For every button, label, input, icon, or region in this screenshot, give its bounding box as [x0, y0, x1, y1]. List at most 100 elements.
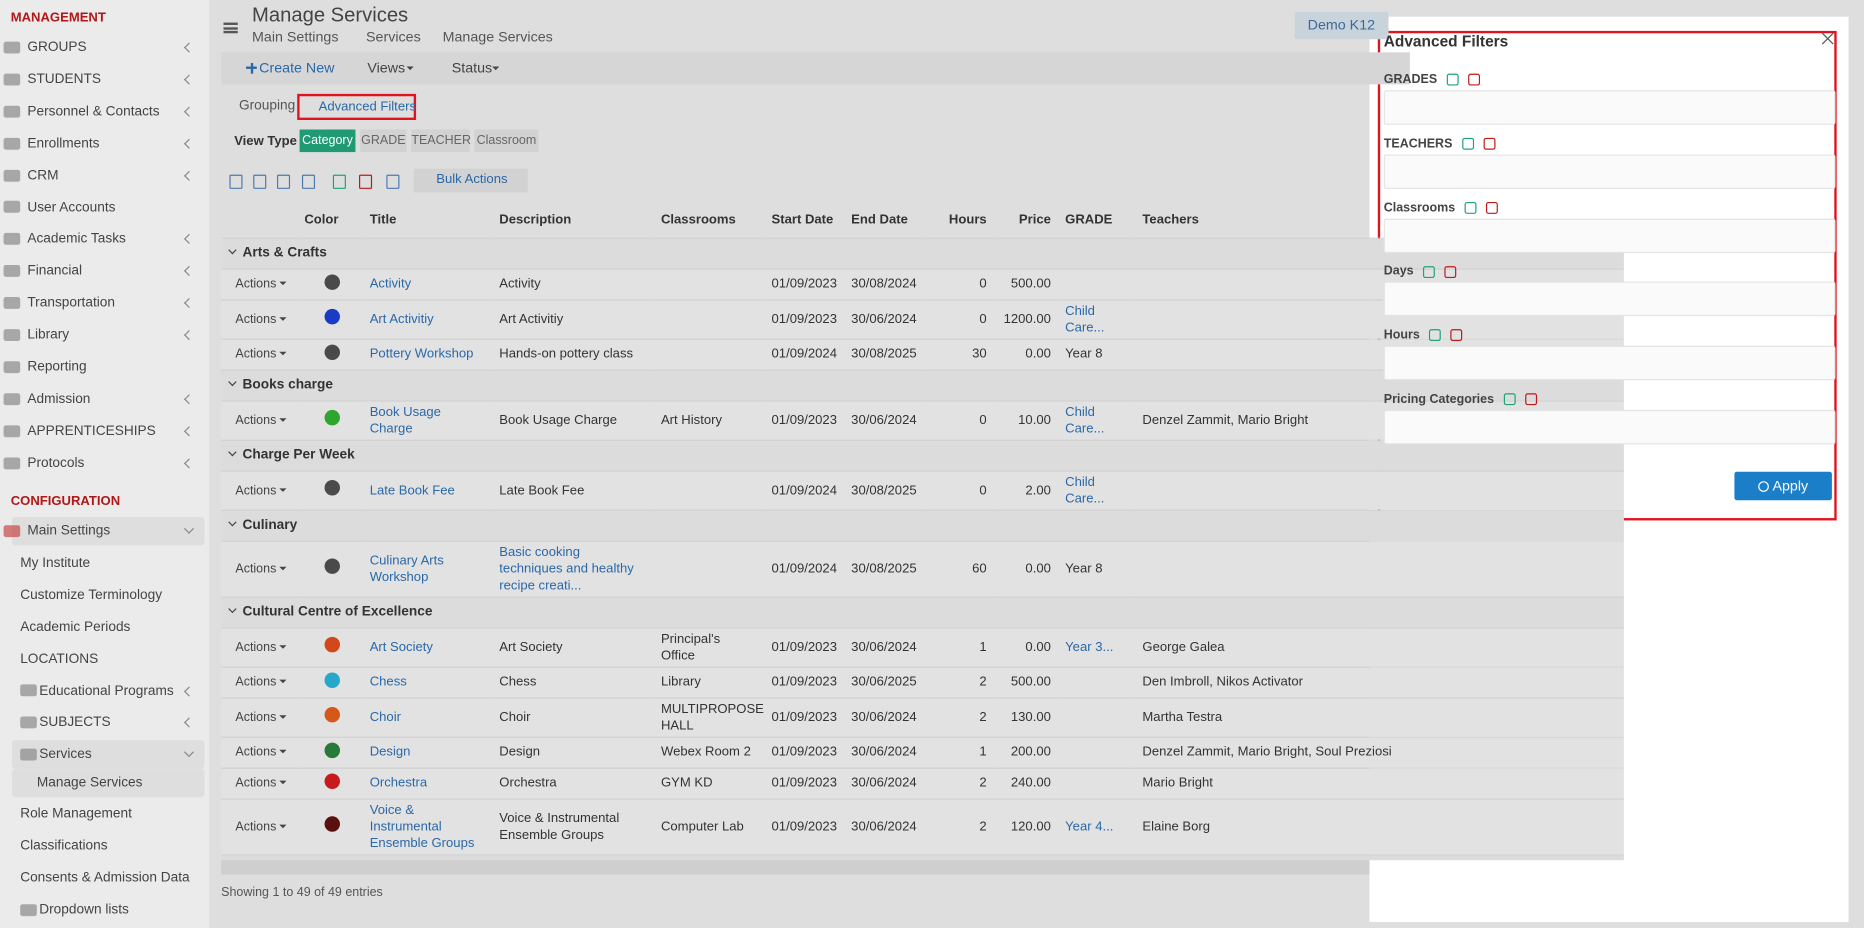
description[interactable]: Basic cooking techniques and healthy rec… [499, 544, 634, 593]
title[interactable]: Art Activitiy [369, 311, 434, 327]
title[interactable]: Book Usage Charge [369, 404, 441, 436]
toolbar-icon[interactable] [332, 174, 346, 189]
nav-item[interactable]: Main Settings [3, 516, 205, 546]
actions-dropdown[interactable]: Actions [235, 346, 277, 362]
grade[interactable]: Child Care... [1065, 303, 1105, 335]
deselect-all[interactable] [1468, 73, 1480, 86]
select-all[interactable] [1503, 393, 1516, 406]
nav-item[interactable]: GROUPS [0, 33, 204, 62]
toolbar-icon[interactable] [229, 174, 243, 189]
account-button[interactable]: Demo K12 [1294, 11, 1389, 40]
select-all[interactable] [1429, 329, 1442, 342]
actions-dropdown[interactable]: Actions [235, 775, 277, 791]
toolbar-icon[interactable] [386, 174, 400, 189]
actions-dropdown[interactable]: Actions [235, 276, 277, 292]
breadcrumb[interactable]: Services [366, 28, 421, 46]
title[interactable]: Choir [369, 709, 401, 725]
select-all[interactable] [1423, 265, 1435, 278]
view-type-option[interactable]: Category [299, 129, 356, 153]
grade[interactable]: Child Care... [1065, 404, 1105, 436]
toolbar-icon[interactable] [359, 174, 373, 189]
filter-input[interactable] [1383, 282, 1836, 317]
column-header[interactable]: Start Date [771, 212, 834, 227]
deselect-all[interactable] [1486, 201, 1498, 214]
nav-item[interactable]: Enrollments [0, 129, 204, 158]
deselect-all[interactable] [1444, 265, 1457, 278]
actions-dropdown[interactable]: Actions [235, 483, 277, 498]
column-header[interactable]: End Date [851, 212, 908, 227]
bulk-actions-button[interactable]: Bulk Actions [436, 172, 508, 187]
create-button[interactable]: Create New [259, 59, 335, 77]
view-type-option[interactable]: TEACHER [411, 129, 471, 153]
title[interactable]: Design [369, 745, 411, 760]
title[interactable]: Activity [369, 276, 412, 292]
title[interactable]: Culinary Arts Workshop [369, 553, 444, 585]
nav-item[interactable]: Transportation [0, 289, 204, 318]
group-row[interactable]: Culinary [221, 509, 1624, 541]
nav-item[interactable]: Dropdown lists [0, 896, 204, 925]
nav-item[interactable]: STUDENTS [0, 65, 204, 94]
nav-item[interactable]: Consents & Admission Data [0, 864, 204, 893]
toolbar-icon[interactable] [276, 174, 291, 189]
filter-input[interactable] [1383, 345, 1836, 381]
column-header[interactable]: Description [499, 212, 572, 227]
filter-input[interactable] [1383, 409, 1836, 445]
nav-item[interactable]: APPRENTICESHIPS [0, 417, 204, 446]
nav-item[interactable]: Financial [0, 257, 204, 286]
group-row[interactable]: Cultural Centre of Excellence [221, 595, 1624, 628]
view-type-option[interactable]: GRADE [360, 129, 407, 153]
nav-item[interactable]: Protocols [0, 449, 204, 478]
nav-item[interactable]: Library [0, 321, 204, 350]
nav-item[interactable]: Customize Terminology [0, 581, 204, 610]
actions-dropdown[interactable]: Actions [235, 311, 277, 327]
nav-item[interactable]: My Institute [0, 549, 204, 578]
nav-item[interactable]: CRM [0, 161, 204, 190]
column-header[interactable]: Color [304, 212, 339, 227]
grade[interactable]: Year 4... [1065, 819, 1114, 834]
toolbar-icon[interactable] [253, 174, 267, 189]
views-button[interactable]: Views [367, 59, 406, 77]
title[interactable]: Art Society [369, 639, 433, 655]
nav-item[interactable]: SUBJECTS [0, 709, 204, 738]
column-header[interactable]: Price [1018, 212, 1051, 227]
group-row[interactable]: Engineering [221, 853, 1624, 861]
nav-item[interactable]: Manage Services [11, 769, 205, 798]
select-all[interactable] [1446, 73, 1459, 86]
nav-item[interactable]: Services [11, 740, 205, 770]
nav-item[interactable]: Admission [0, 385, 204, 414]
nav-item[interactable]: User Accounts [0, 193, 204, 222]
title[interactable]: Late Book Fee [369, 483, 455, 498]
nav-item[interactable]: Educational Programs [0, 677, 204, 706]
column-header[interactable]: Hours [948, 212, 987, 227]
toolbar-icon[interactable] [301, 174, 316, 189]
menu-icon[interactable] [223, 22, 238, 34]
title[interactable]: Voice & Instrumental Ensemble Groups [369, 802, 475, 851]
deselect-all[interactable] [1483, 137, 1496, 150]
deselect-all[interactable] [1450, 329, 1463, 342]
title[interactable]: Chess [369, 674, 407, 690]
nav-item[interactable]: Academic Tasks [0, 225, 204, 254]
column-header[interactable]: Classrooms [660, 212, 736, 227]
column-header[interactable]: Teachers [1142, 212, 1199, 227]
apply-button[interactable]: Apply [1734, 471, 1832, 501]
title[interactable]: Orchestra [369, 775, 428, 791]
select-all[interactable] [1464, 201, 1477, 214]
deselect-all[interactable] [1524, 393, 1537, 406]
column-header[interactable]: Title [369, 212, 397, 227]
advanced-filters-tab[interactable]: Advanced Filters [318, 99, 416, 115]
title[interactable]: Pottery Workshop [369, 346, 474, 362]
actions-dropdown[interactable]: Actions [235, 412, 277, 428]
actions-dropdown[interactable]: Actions [235, 709, 277, 725]
actions-dropdown[interactable]: Actions [235, 639, 277, 655]
filter-input[interactable] [1383, 90, 1836, 125]
breadcrumb[interactable]: Main Settings [252, 28, 339, 46]
view-type-option[interactable]: Classroom [474, 129, 539, 153]
nav-item[interactable]: LOCATIONS [0, 645, 204, 674]
filter-input[interactable] [1383, 218, 1836, 253]
select-all[interactable] [1461, 137, 1474, 150]
grade[interactable]: Year 3... [1065, 639, 1114, 655]
actions-dropdown[interactable]: Actions [235, 674, 277, 690]
nav-item[interactable]: Reporting [0, 353, 204, 382]
nav-item[interactable]: Role Management [0, 800, 204, 829]
nav-item[interactable]: Classifications [0, 832, 204, 861]
